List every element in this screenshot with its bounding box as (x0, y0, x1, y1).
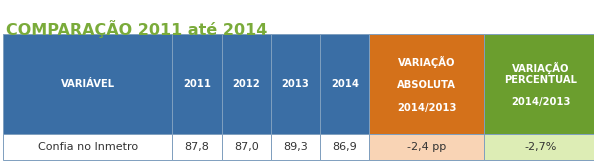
Bar (369, 34, 484, 134)
Text: 86,9: 86,9 (333, 142, 357, 152)
Text: VARIAÇÃO
 
ABSOLUTA
 
2014/2013: VARIAÇÃO ABSOLUTA 2014/2013 (397, 56, 456, 113)
Text: 2014: 2014 (331, 79, 359, 89)
Bar (320, 134, 369, 160)
Bar (320, 34, 369, 134)
Text: 2011: 2011 (183, 79, 211, 89)
Text: 89,3: 89,3 (283, 142, 308, 152)
Bar (222, 34, 271, 134)
Text: COMPARAÇÃO 2011 até 2014: COMPARAÇÃO 2011 até 2014 (6, 20, 267, 37)
Bar (484, 134, 594, 160)
Text: VARIÁVEL: VARIÁVEL (61, 79, 115, 89)
Bar (172, 134, 222, 160)
Text: VARIAÇÃO
PERCENTUAL
 
2014/2013: VARIAÇÃO PERCENTUAL 2014/2013 (504, 61, 577, 107)
Bar (3, 34, 172, 134)
Text: 87,8: 87,8 (185, 142, 209, 152)
Bar (222, 134, 271, 160)
Bar (271, 34, 320, 134)
Bar (271, 134, 320, 160)
Text: 87,0: 87,0 (234, 142, 258, 152)
Bar (3, 134, 172, 160)
Bar (172, 34, 222, 134)
Text: Confia no Inmetro: Confia no Inmetro (37, 142, 138, 152)
Bar (484, 34, 594, 134)
Bar (369, 134, 484, 160)
Text: 2012: 2012 (232, 79, 260, 89)
Text: 2013: 2013 (282, 79, 309, 89)
Text: -2,4 pp: -2,4 pp (407, 142, 446, 152)
Text: -2,7%: -2,7% (525, 142, 557, 152)
